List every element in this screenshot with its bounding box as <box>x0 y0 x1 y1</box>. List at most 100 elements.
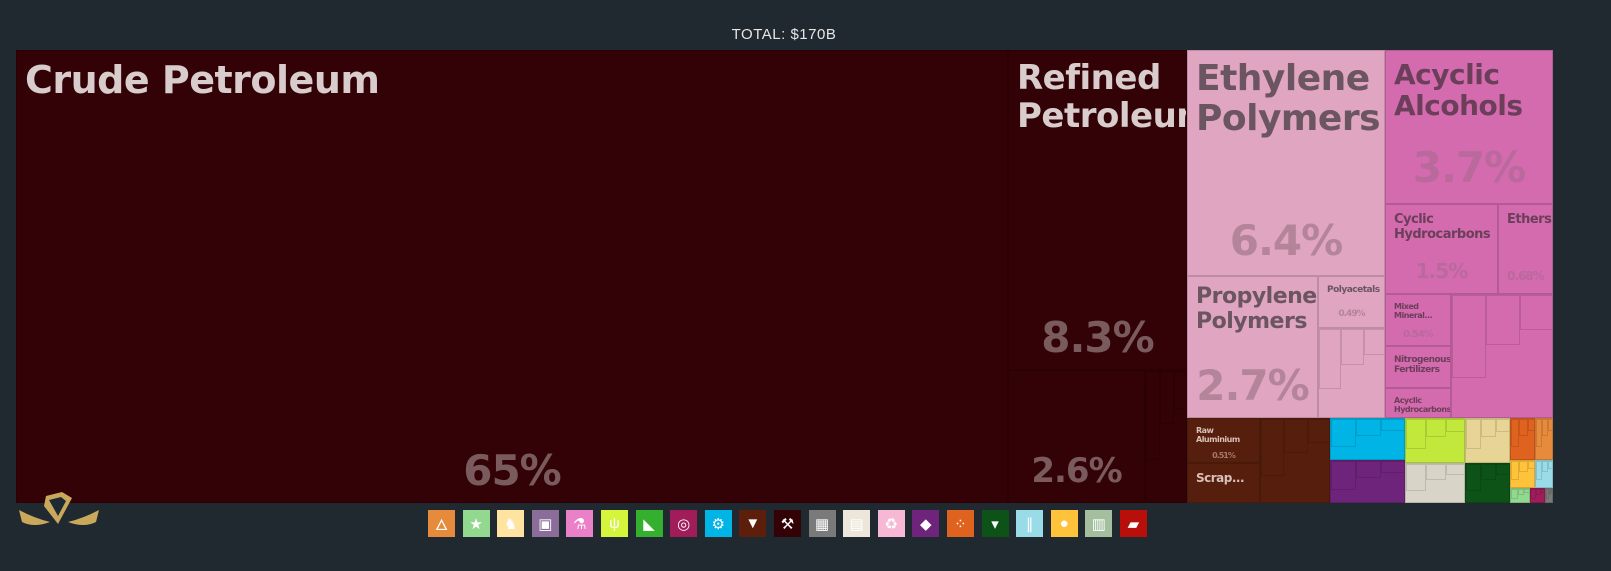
tile-subdivision <box>1496 464 1509 476</box>
tile-share: 0.68% <box>1507 269 1545 283</box>
gears-icon[interactable]: ⚙ <box>704 510 732 537</box>
gauge-icon[interactable]: ◎ <box>670 510 698 537</box>
diamond-icon[interactable]: ◆ <box>912 510 940 537</box>
tile-name: Polyacetals <box>1327 285 1380 295</box>
tile-subdivision <box>1524 489 1529 494</box>
tile-subdivision <box>1446 419 1464 432</box>
tile-subdivision <box>1307 419 1329 444</box>
tile-share: 2.7% <box>1196 361 1309 410</box>
cabinet-icon[interactable]: ▥ <box>1085 510 1113 537</box>
tile-scrap[interactable]: Scrap... <box>1187 463 1260 503</box>
shirt-icon[interactable]: ▾ <box>981 510 1009 537</box>
tile-subdivision <box>1527 461 1534 469</box>
tile-minor[interactable] <box>1451 294 1553 418</box>
tile-ethylene-polymers[interactable]: Ethylene Polymers 6.4% <box>1187 50 1385 276</box>
tile-subdivision <box>1531 489 1536 499</box>
tile-acyclic-hydrocarbons[interactable]: Acyclic Hydrocarbons <box>1385 388 1451 418</box>
anvil-icon[interactable]: ▼ <box>739 510 767 537</box>
tile-subdivision <box>1511 489 1518 499</box>
tile-mixed-mineral[interactable]: Mixed Mineral... 0.54% <box>1385 294 1451 346</box>
recycle-icon[interactable]: ♻ <box>877 510 905 537</box>
tile-minor[interactable] <box>1318 328 1385 418</box>
tile-name: Propylene Polymers <box>1196 284 1317 334</box>
tile-cyclic-hydrocarbons[interactable]: Cyclic Hydrocarbons 1.5% <box>1385 204 1498 294</box>
tile-name: Acyclic Hydrocarbons <box>1394 396 1451 414</box>
tile-subdivision <box>1356 419 1381 436</box>
tile-crude-petroleum[interactable]: Crude Petroleum 65% <box>16 50 1008 503</box>
tile-minor[interactable] <box>1330 460 1405 503</box>
tile-subdivision <box>1452 295 1486 378</box>
tile-minor[interactable] <box>1145 370 1187 503</box>
tile-minor[interactable] <box>1330 418 1405 460</box>
tile-share: 2.6% <box>1031 451 1122 491</box>
tile-ethers[interactable]: Ethers 0.68% <box>1498 204 1553 294</box>
tile-minor[interactable] <box>1510 488 1530 503</box>
fruit-icon[interactable]: ● <box>1050 510 1078 537</box>
tile-subdivision <box>1446 464 1464 476</box>
boxes-icon[interactable]: ▦ <box>808 510 836 537</box>
tile-refined-petroleum[interactable]: Refined Petroleum 8.3% <box>1008 50 1187 370</box>
tile-share: 6.4% <box>1229 216 1343 265</box>
stones-icon[interactable]: ⁘ <box>946 510 974 537</box>
tile-minor[interactable] <box>1510 418 1535 460</box>
tile-name: Acyclic Alcohols <box>1394 58 1523 123</box>
tile-share: 0.49% <box>1338 309 1365 319</box>
wheat-icon[interactable]: ψ <box>600 510 628 537</box>
tile-minor[interactable] <box>1545 488 1553 503</box>
tile-subdivision <box>1319 329 1342 389</box>
tile-name: Nitrogenous Fertilizers <box>1394 355 1451 376</box>
road-icon[interactable]: ∥ <box>1016 510 1044 537</box>
bottle-fire-icon[interactable]: 🜂 <box>428 510 455 537</box>
document-icon[interactable]: ▤ <box>843 510 871 537</box>
ticket-icon[interactable]: ▰ <box>1119 510 1147 537</box>
tile-subdivision <box>1160 371 1174 425</box>
tile-subdivision <box>1406 419 1426 449</box>
tile-minor[interactable] <box>1405 463 1465 503</box>
flask-icon[interactable]: ⚗ <box>566 510 594 537</box>
shoe-icon[interactable]: ◣ <box>635 510 663 537</box>
tile-subdivision <box>1496 419 1509 432</box>
tile-subdivision <box>1536 489 1541 495</box>
tile-share: 0.51% <box>1212 451 1236 460</box>
tile-minor[interactable] <box>1535 418 1553 460</box>
cow-icon[interactable]: ♞ <box>497 510 525 537</box>
tile-subdivision <box>1551 489 1552 494</box>
pickaxe-icon[interactable]: ⚒ <box>773 510 801 537</box>
tile-subdivision <box>1426 464 1446 480</box>
tile-subdivision <box>1261 419 1285 476</box>
tile-subdivision <box>1542 461 1548 473</box>
tile-subdivision <box>1331 419 1356 447</box>
watermark-logo <box>19 492 99 525</box>
tile-minor[interactable] <box>1530 488 1545 503</box>
tile-subdivision <box>1341 329 1364 365</box>
tile-minor[interactable] <box>1465 418 1510 463</box>
tile-subdivision <box>1511 461 1520 480</box>
tile-acyclic-alcohols[interactable]: Acyclic Alcohols 3.7% <box>1385 50 1553 204</box>
tile-subdivision <box>1511 419 1520 447</box>
tile-polyacetals[interactable]: Polyacetals 0.49% <box>1318 276 1385 328</box>
tile-minor[interactable] <box>1405 418 1465 463</box>
tile-subdivision <box>1520 295 1552 331</box>
tile-subdivision <box>1536 419 1542 447</box>
tile-subdivision <box>1146 371 1160 460</box>
tile-nitrogenous-fertilizers[interactable]: Nitrogenous Fertilizers <box>1385 346 1451 388</box>
tile-minor[interactable] <box>1535 460 1553 488</box>
tile-propylene-polymers[interactable]: Propylene Polymers 2.7% <box>1187 276 1318 418</box>
tile-name: Crude Petroleum <box>25 58 380 102</box>
tile-minor[interactable] <box>1510 460 1535 488</box>
tile-other[interactable]: 2.6% <box>1008 370 1145 503</box>
tile-subdivision <box>1284 419 1308 453</box>
tile-raw-aluminium[interactable]: Raw Aluminium 0.51% <box>1187 418 1260 463</box>
star-figure-icon[interactable]: ★ <box>462 510 490 537</box>
tile-subdivision <box>1363 329 1384 355</box>
tile-share: 0.54% <box>1403 329 1434 340</box>
tile-subdivision <box>1541 489 1544 494</box>
tile-subdivision <box>1406 464 1426 491</box>
tile-subdivision <box>1542 419 1548 436</box>
tile-minor[interactable] <box>1465 463 1510 503</box>
tile-name: Mixed Mineral... <box>1394 302 1433 320</box>
picture-frame-icon[interactable]: ▣ <box>531 510 559 537</box>
tile-subdivision <box>1426 419 1446 437</box>
tile-name: Cyclic Hydrocarbons <box>1394 212 1491 242</box>
tile-minor[interactable] <box>1260 418 1330 503</box>
